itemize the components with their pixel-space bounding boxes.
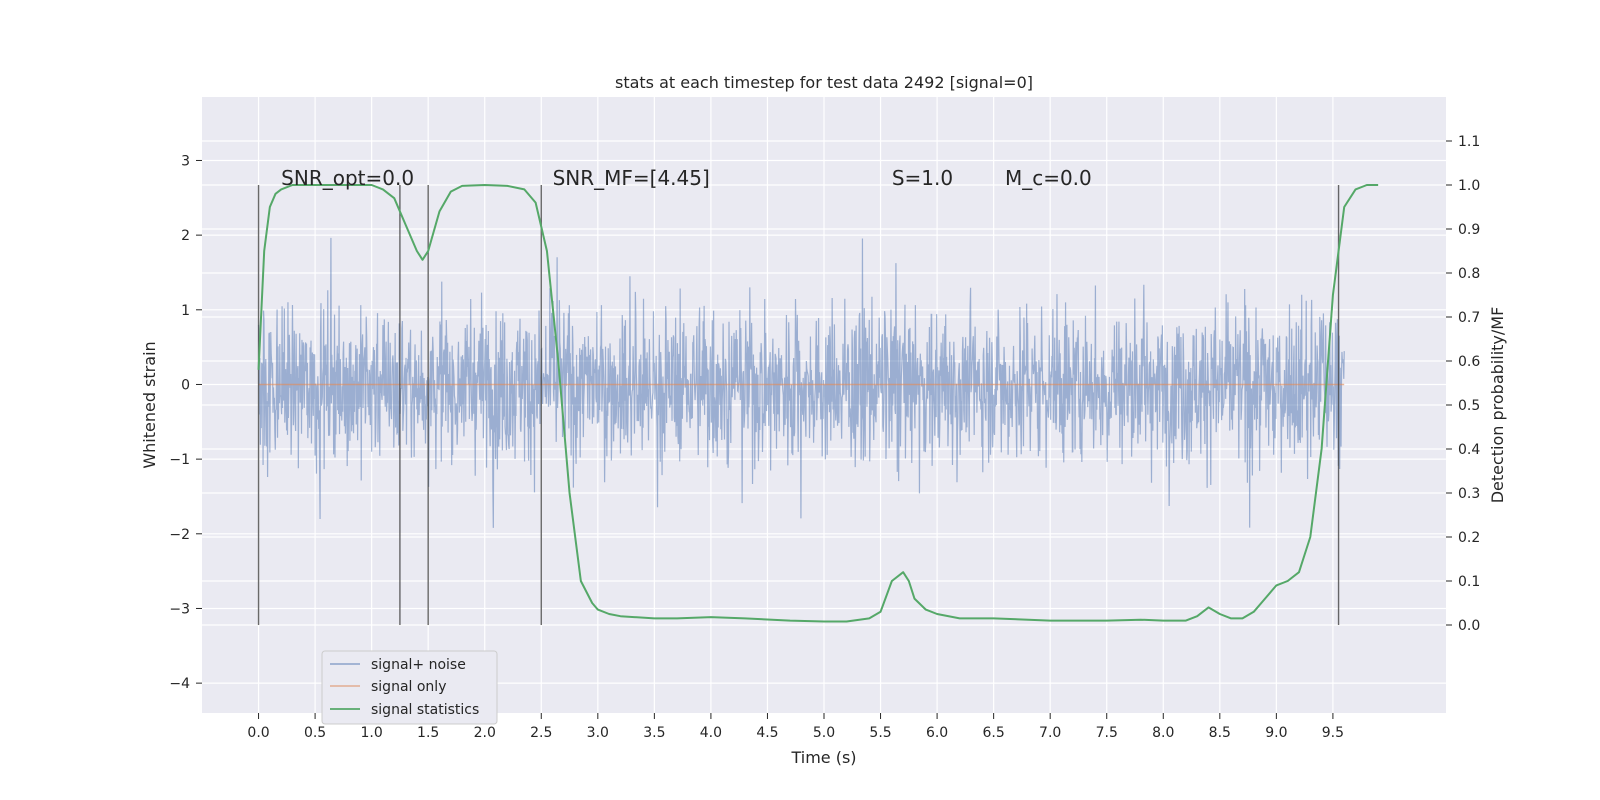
annotation: M_c=0.0	[1005, 166, 1092, 190]
legend-label-noise: signal+ noise	[371, 657, 466, 673]
y-right-tick-label: 0.9	[1458, 222, 1480, 238]
annotations: SNR_opt=0.0 SNR_MF=[4.45] S=1.0 M_c=0.0	[281, 166, 1092, 190]
x-tick-label: 0.0	[247, 725, 269, 741]
annotation: SNR_opt=0.0	[281, 166, 414, 190]
y-left-tick-label: 3	[181, 153, 190, 169]
x-tick-label: 0.5	[304, 725, 326, 741]
series-signal-noise	[257, 237, 1345, 528]
y-right-tick-label: 0.0	[1458, 618, 1480, 634]
x-tick-label: 7.0	[1039, 725, 1061, 741]
x-tick-label: 9.0	[1265, 725, 1287, 741]
annotation: S=1.0	[892, 166, 953, 190]
legend: signal+ noise signal only signal statist…	[321, 650, 498, 725]
y-left-tick-label: −4	[169, 676, 190, 692]
legend-box	[321, 650, 498, 725]
y-left-tick-label: 1	[181, 303, 190, 319]
y-right-tick-label: 0.8	[1458, 266, 1480, 282]
x-tick-label: 2.5	[530, 725, 552, 741]
x-tick-label: 2.0	[474, 725, 496, 741]
y-left-tick-label: 2	[181, 228, 190, 244]
x-tick-label: 6.0	[926, 725, 948, 741]
legend-label-stat: signal statistics	[371, 702, 479, 718]
y-axis-label-right: Detection probability/MF	[1488, 307, 1507, 504]
y-left-tick-label: −2	[169, 527, 190, 543]
y-right-tick-label: 0.6	[1458, 354, 1480, 370]
x-tick-label: 7.5	[1096, 725, 1118, 741]
series-signal-statistics	[257, 184, 1379, 623]
x-tick-label: 5.0	[813, 725, 835, 741]
y-left-tick-label: −3	[169, 601, 190, 617]
x-tick-label: 1.5	[417, 725, 439, 741]
x-axis-label: Time (s)	[790, 748, 856, 767]
y-right-tick-label: 0.5	[1458, 398, 1480, 414]
x-tick-label: 8.5	[1209, 725, 1231, 741]
y-left-tick-label: −1	[169, 452, 190, 468]
y-right-tick-label: 0.1	[1458, 574, 1480, 590]
axis-ticks: 0.0 0.5 1.0 1.5 2.0 2.5 3.0 3.5 4.0 4.5 5.0 5.5 6.0 6…	[169, 134, 1480, 741]
x-tick-label: 9.5	[1322, 725, 1344, 741]
annotation: SNR_MF=[4.45]	[553, 166, 710, 190]
y-right-tick-label: 0.4	[1458, 442, 1480, 458]
x-tick-label: 1.0	[361, 725, 383, 741]
x-tick-label: 5.5	[869, 725, 891, 741]
noise-trace	[257, 237, 1345, 528]
x-tick-label: 6.5	[983, 725, 1005, 741]
y-right-tick-label: 1.1	[1458, 134, 1480, 150]
x-tick-label: 4.5	[756, 725, 778, 741]
chart-title: stats at each timestep for test data 249…	[615, 73, 1033, 92]
y-right-tick-label: 0.3	[1458, 486, 1480, 502]
y-right-tick-label: 1.0	[1458, 178, 1480, 194]
y-axis-label-left: Whitened strain	[140, 341, 159, 468]
y-right-tick-label: 0.2	[1458, 530, 1480, 546]
legend-label-signal: signal only	[371, 679, 446, 695]
y-right-tick-label: 0.7	[1458, 310, 1480, 326]
x-tick-label: 3.0	[587, 725, 609, 741]
y-left-tick-label: 0	[181, 377, 190, 393]
statistics-trace	[257, 184, 1379, 623]
x-tick-label: 3.5	[643, 725, 665, 741]
x-tick-label: 8.0	[1152, 725, 1174, 741]
x-tick-label: 4.0	[700, 725, 722, 741]
